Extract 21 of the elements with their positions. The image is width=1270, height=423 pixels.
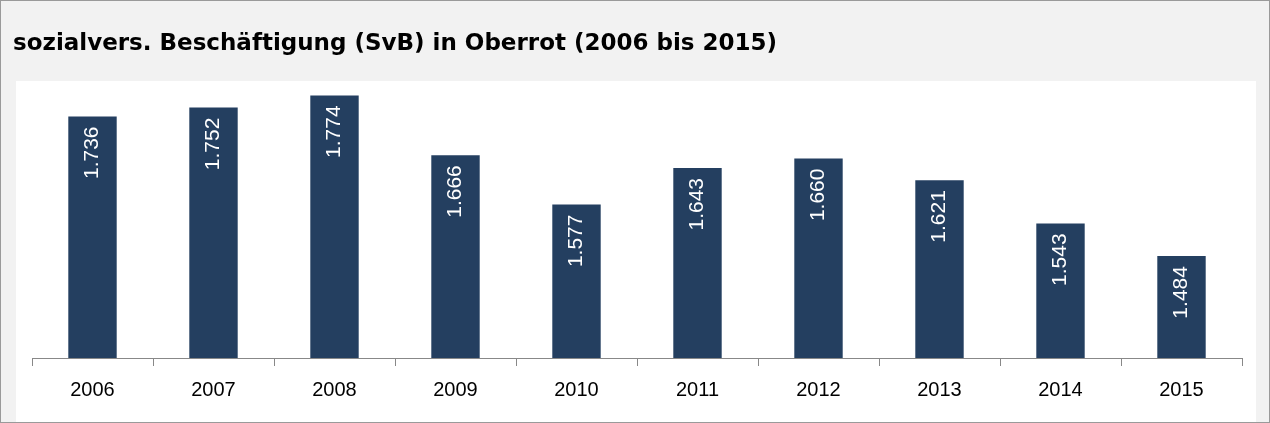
x-tick-label: 2008 <box>312 377 357 400</box>
x-tick-label: 2013 <box>917 377 962 400</box>
x-tick-label: 2012 <box>796 377 841 400</box>
x-tick-label: 2011 <box>675 377 720 400</box>
data-label: 1.774 <box>321 105 345 158</box>
data-label: 1.736 <box>79 126 103 180</box>
chart-title: sozialvers. Beschäftigung (SvB) in Oberrot (2006 bis 2015) <box>13 29 778 55</box>
x-tick-label: 2015 <box>1159 377 1204 400</box>
x-tick-label: 2006 <box>70 377 115 400</box>
x-tick-label: 2014 <box>1038 377 1083 400</box>
data-label: 1.666 <box>442 165 466 218</box>
data-label: 1.543 <box>1047 233 1071 286</box>
x-tick-label: 2010 <box>554 377 599 400</box>
data-label: 1.577 <box>563 214 587 268</box>
data-label: 1.621 <box>926 190 950 243</box>
data-label: 1.484 <box>1168 265 1192 319</box>
data-label: 1.752 <box>200 117 224 171</box>
data-label: 1.643 <box>684 177 708 231</box>
x-tick-label: 2009 <box>433 377 478 400</box>
data-label: 1.660 <box>805 168 829 222</box>
x-tick-label: 2007 <box>191 377 236 400</box>
